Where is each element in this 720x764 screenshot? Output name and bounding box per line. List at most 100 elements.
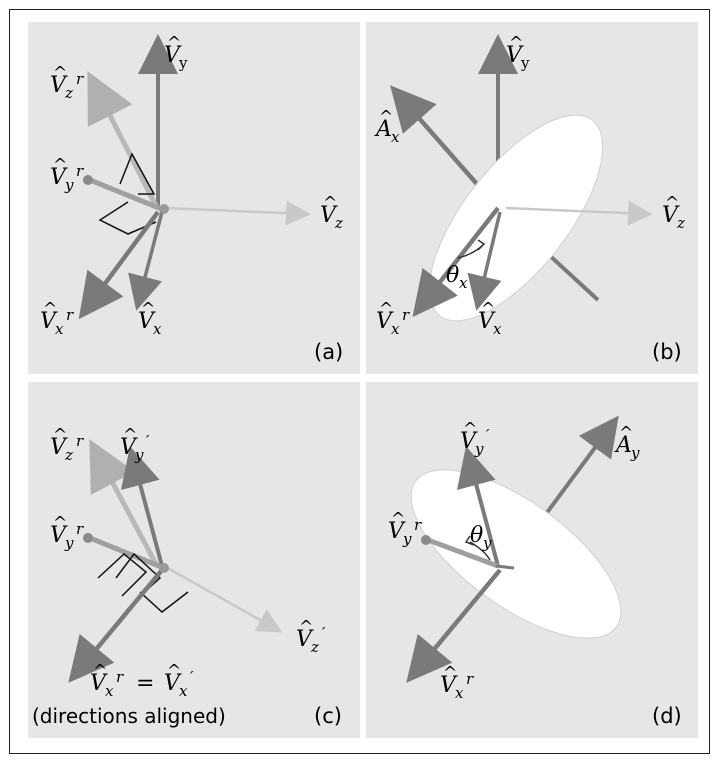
- svg-text:θ: θ: [446, 263, 459, 288]
- origin-point: [159, 563, 169, 573]
- svg-text:z: z: [334, 214, 343, 232]
- label-vyr: ^ V y r: [50, 155, 84, 194]
- svg-text:z: z: [310, 638, 319, 656]
- label-vyp: ^ V y ′: [460, 419, 490, 458]
- panel-b-tag: (b): [652, 340, 682, 364]
- theta-arrow: [477, 239, 486, 251]
- vyr-axis-tip: [83, 533, 93, 543]
- svg-text:′: ′: [146, 432, 150, 450]
- svg-text:V: V: [320, 203, 338, 228]
- svg-text:θ: θ: [470, 523, 483, 548]
- rotation-disc: [428, 114, 604, 322]
- label-vx: ^ V x: [478, 299, 502, 338]
- label-vxr-eq-vxp: ^ V x r = ^ V x ′: [90, 661, 194, 700]
- svg-text:V: V: [662, 203, 680, 228]
- svg-text:z: z: [676, 214, 685, 232]
- svg-text:r: r: [76, 432, 84, 450]
- svg-text:V: V: [138, 309, 156, 334]
- right-angle-marker: [97, 553, 148, 597]
- svg-text:V: V: [506, 43, 524, 68]
- panel-a: ^ V y ^ V z r ^ V y r ^ V z ^ V x r ^: [28, 22, 360, 374]
- label-vxr: ^ V x r: [440, 663, 474, 702]
- vzp-axis: [163, 564, 283, 633]
- vyp-axis: [120, 446, 164, 567]
- svg-text:′: ′: [190, 668, 194, 686]
- svg-text:^: ^: [167, 661, 181, 681]
- svg-text:x: x: [391, 128, 400, 146]
- vxr-axis: [68, 568, 164, 683]
- panel-c: ^ V z r ^ V y ′ ^ V y r ^ V z ′ ^ V x r: [28, 382, 360, 738]
- alignment-note: (directions aligned): [32, 704, 226, 728]
- svg-text:y: y: [178, 54, 188, 72]
- right-angle-marker: [119, 152, 156, 195]
- theta-arc: [469, 541, 491, 561]
- label-vzp: ^ V z ′: [296, 617, 326, 656]
- svg-text:x: x: [493, 320, 502, 338]
- svg-text:V: V: [440, 673, 458, 698]
- label-vxr: ^ V x r: [40, 299, 74, 338]
- svg-text:V: V: [460, 429, 478, 454]
- svg-text:V: V: [50, 523, 68, 548]
- svg-text:^: ^: [481, 299, 495, 319]
- svg-text:V: V: [90, 671, 108, 696]
- svg-text:x: x: [391, 320, 400, 338]
- svg-text:x: x: [455, 684, 464, 702]
- svg-text:=: =: [136, 671, 154, 696]
- svg-text:^: ^: [53, 63, 67, 83]
- svg-text:V: V: [50, 165, 68, 190]
- rotation-disc: [410, 469, 622, 639]
- svg-text:z: z: [64, 446, 73, 464]
- svg-text:y: y: [134, 446, 144, 464]
- svg-text:y: y: [474, 440, 484, 458]
- panel-b-diagram: ^ V y ^ A x ^ V z θ x ^ V x r ^ V x: [374, 33, 685, 338]
- svg-text:V: V: [164, 671, 182, 696]
- svg-text:r: r: [116, 668, 124, 686]
- svg-text:y: y: [520, 54, 530, 72]
- svg-text:r: r: [414, 516, 422, 534]
- panel-a-tag: (a): [314, 340, 344, 364]
- svg-text:x: x: [55, 320, 64, 338]
- svg-text:r: r: [76, 70, 84, 88]
- vyr-axis: [427, 537, 499, 569]
- svg-text:V: V: [478, 309, 496, 334]
- svg-text:^: ^: [379, 107, 393, 127]
- svg-text:^: ^: [43, 299, 57, 319]
- svg-text:r: r: [402, 306, 410, 324]
- vzr-axis: [87, 71, 159, 208]
- vxr-axis: [78, 210, 160, 320]
- panel-c-diagram: ^ V z r ^ V y ′ ^ V y r ^ V z ′ ^ V x r: [50, 425, 326, 700]
- label-vyp: ^ V y ′: [120, 425, 150, 464]
- label-vzr: ^ V z r: [50, 63, 84, 102]
- svg-text:^: ^: [665, 193, 679, 213]
- label-vy: ^ V y: [164, 33, 188, 72]
- svg-text:r: r: [76, 520, 84, 538]
- panel-b: ^ V y ^ A x ^ V z θ x ^ V x r ^ V x (b: [366, 22, 698, 374]
- vz-axis: [505, 200, 653, 226]
- vxr-axis: [412, 206, 500, 318]
- svg-text:^: ^: [443, 663, 457, 683]
- svg-text:V: V: [164, 43, 182, 68]
- svg-text:^: ^: [53, 513, 67, 533]
- svg-text:^: ^: [167, 33, 181, 53]
- vyp-axis: [456, 446, 500, 567]
- vzr-axis: [89, 439, 159, 566]
- svg-text:x: x: [105, 682, 114, 700]
- panel-d-tag: (d): [652, 704, 682, 728]
- svg-text:y: y: [482, 534, 492, 552]
- svg-text:y: y: [64, 534, 74, 552]
- svg-text:^: ^: [509, 33, 523, 53]
- label-theta: θ x: [446, 263, 468, 292]
- vyr-axis: [89, 535, 165, 571]
- svg-text:^: ^: [53, 425, 67, 445]
- svg-text:′: ′: [322, 624, 326, 642]
- disc-diameter: [495, 564, 515, 570]
- svg-text:A: A: [614, 433, 632, 458]
- origin-point: [159, 204, 169, 214]
- label-theta: θ y: [470, 523, 492, 552]
- svg-text:V: V: [376, 309, 394, 334]
- svg-text:^: ^: [123, 425, 137, 445]
- svg-text:^: ^: [463, 419, 477, 439]
- svg-text:V: V: [296, 627, 314, 652]
- vyr-axis-tip: [421, 535, 431, 545]
- right-angle-marker-2: [98, 201, 157, 235]
